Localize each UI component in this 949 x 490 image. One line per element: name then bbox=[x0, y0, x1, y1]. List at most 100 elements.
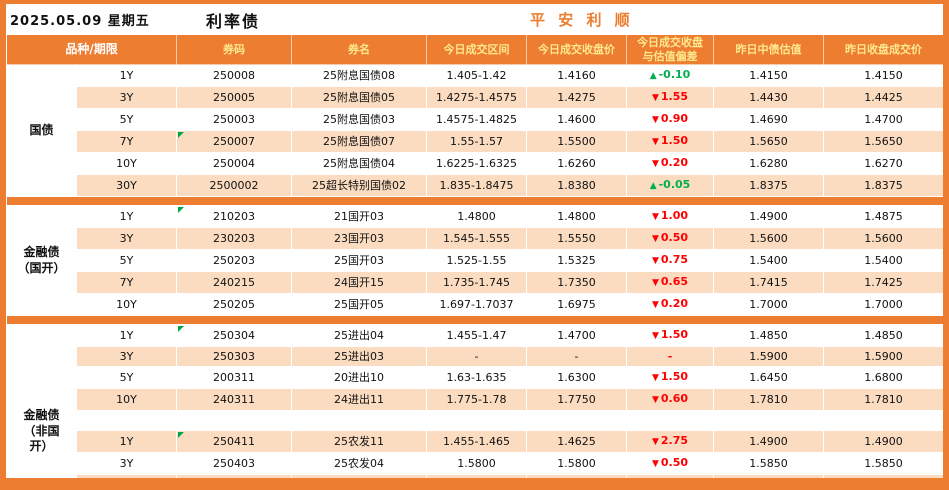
prev-valuation-cell: 1.6280 bbox=[713, 152, 825, 175]
prev-valuation-cell: 1.8375 bbox=[713, 174, 825, 197]
bond-code-cell: 2500002 bbox=[176, 174, 293, 197]
deviation-cell: - bbox=[626, 346, 715, 367]
deviation-cell: ▼ 1.50 bbox=[626, 130, 715, 153]
today-range-cell: 1.4275-1.4575 bbox=[426, 86, 528, 109]
term-cell: 5Y bbox=[75, 474, 178, 478]
section-label: 国债 bbox=[6, 64, 77, 197]
deviation-value: 1.50 bbox=[660, 370, 689, 383]
today-range-cell: 1.63-1.635 bbox=[426, 366, 528, 389]
section-separator bbox=[6, 315, 943, 325]
cell-flag-icon bbox=[178, 207, 185, 213]
header-prev-close: 昨日收盘成交价 bbox=[823, 34, 943, 65]
bond-code-cell: 250304 bbox=[176, 324, 293, 347]
today-range-cell: 1.4800 bbox=[426, 205, 528, 228]
today-range-cell: 1.775-1.78 bbox=[426, 388, 528, 411]
bond-name-cell: 25超长特别国债02 bbox=[291, 174, 428, 197]
page-title: 利率债 bbox=[206, 12, 261, 31]
bond-code-cell: 210203 bbox=[176, 205, 293, 228]
today-range-cell: 1.5800 bbox=[426, 452, 528, 475]
term-cell: 10Y bbox=[75, 388, 178, 411]
table-row: 国债 1Y 250008 25附息国债08 1.405-1.42 1.4160 ▲ -0.10… bbox=[6, 64, 943, 197]
term-cell: 7Y bbox=[75, 271, 178, 294]
term-cell: 7Y bbox=[75, 130, 178, 153]
prev-close-cell: 1.4850 bbox=[823, 324, 943, 347]
prev-valuation-cell: 1.4150 bbox=[713, 64, 825, 87]
down-triangle-icon: ▼ bbox=[651, 395, 659, 405]
prev-valuation-cell: 1.5400 bbox=[713, 249, 825, 272]
today-close-cell: 1.7750 bbox=[526, 388, 628, 411]
today-close-cell: 1.4700 bbox=[526, 324, 628, 347]
bond-name-cell: 25进出04 bbox=[291, 324, 428, 347]
prev-valuation-cell: 1.6230 bbox=[713, 474, 825, 478]
today-close-cell: 1.8380 bbox=[526, 174, 628, 197]
deviation-cell: ▲ -0.10 bbox=[626, 64, 715, 87]
term-cell: 1Y bbox=[75, 324, 178, 347]
bond-code-cell: 250205 bbox=[176, 293, 293, 316]
term-cell: 10Y bbox=[75, 152, 178, 175]
table-row: 7Y 240215 24国开15 1.735-1.745 1.7350 ▼ 0.65 1.74… bbox=[7, 271, 943, 294]
table-row: 7Y 250007 25附息国债07 1.55-1.57 1.5500 ▼ 1.50 1.56… bbox=[7, 130, 943, 153]
bond-name-cell: 25农发05 bbox=[291, 474, 428, 478]
today-range-cell: 1.455-1.465 bbox=[426, 430, 528, 453]
section-separator bbox=[6, 196, 943, 206]
prev-valuation-cell: 1.4900 bbox=[713, 430, 825, 453]
bond-code-cell: 250303 bbox=[176, 346, 293, 367]
today-range-cell: 1.405-1.42 bbox=[426, 64, 528, 87]
deviation-value: -0.05 bbox=[658, 178, 691, 191]
bond-name-cell: 25国开03 bbox=[291, 249, 428, 272]
today-range-cell: 1.55-1.57 bbox=[426, 130, 528, 153]
prev-valuation-cell: 1.5850 bbox=[713, 452, 825, 475]
today-close-cell: 1.7350 bbox=[526, 271, 628, 294]
prev-close-cell: 1.7425 bbox=[823, 271, 943, 294]
bond-name-cell: 20进出10 bbox=[291, 366, 428, 389]
bond-name-cell: 25附息国债07 bbox=[291, 130, 428, 153]
deviation-cell: ▼ 0.20 bbox=[626, 293, 715, 316]
deviation-cell: ▼ 0.90 bbox=[626, 108, 715, 131]
today-close-cell: 1.5800 bbox=[526, 452, 628, 475]
bond-code-cell: 250004 bbox=[176, 152, 293, 175]
prev-valuation-cell: 1.5900 bbox=[713, 346, 825, 367]
term-cell: 3Y bbox=[75, 452, 178, 475]
deviation-value: 0.20 bbox=[660, 297, 689, 310]
prev-close-cell: 1.5900 bbox=[823, 346, 943, 367]
deviation-value: 0.50 bbox=[660, 456, 689, 469]
deviation-value: 0.50 bbox=[660, 231, 689, 244]
deviation-cell: ▼1.79 bbox=[626, 474, 715, 478]
prev-valuation-cell: 1.4430 bbox=[713, 86, 825, 109]
term-cell: 5Y bbox=[75, 108, 178, 131]
header-bond-name: 券名 bbox=[291, 34, 428, 65]
table-row: 5Y 250203 25国开03 1.525-1.55 1.5325 ▼ 0.75 1.540… bbox=[7, 249, 943, 272]
prev-close-cell: 1.4150 bbox=[823, 64, 943, 87]
deviation-cell: ▼ 0.65 bbox=[626, 271, 715, 294]
bond-name-cell: 25附息国债03 bbox=[291, 108, 428, 131]
today-range-cell: 1.4575-1.4825 bbox=[426, 108, 528, 131]
deviation-cell: ▼ 1.00 bbox=[626, 205, 715, 228]
bond-name-cell: 25附息国债04 bbox=[291, 152, 428, 175]
table-row: 金融债 （非国 开） 1Y 250304 25进出04 1.455-1.47 1.4700… bbox=[6, 324, 943, 478]
prev-valuation-cell: 1.4900 bbox=[713, 205, 825, 228]
bond-code-cell: 200311 bbox=[176, 366, 293, 389]
bond-name-cell: 25国开05 bbox=[291, 293, 428, 316]
bond-name-cell: 25农发04 bbox=[291, 452, 428, 475]
table-row: 30Y 2500002 25超长特别国债02 1.835-1.8475 1.8380 ▲ -… bbox=[7, 174, 943, 197]
today-range-cell: 1.735-1.745 bbox=[426, 271, 528, 294]
today-close-cell bbox=[526, 410, 628, 431]
table-row: 5Y 250003 25附息国债03 1.4575-1.4825 1.4600 ▼ 0.90… bbox=[7, 108, 943, 131]
term-cell: 3Y bbox=[75, 86, 178, 109]
term-cell: 5Y bbox=[75, 366, 178, 389]
deviation-value: -0.10 bbox=[658, 68, 691, 81]
prev-valuation-cell: 1.5600 bbox=[713, 227, 825, 250]
today-close-cell: 1.4800 bbox=[526, 205, 628, 228]
deviation-value: 0.75 bbox=[660, 253, 689, 266]
today-close-cell: - bbox=[526, 346, 628, 367]
bond-code-cell: 250005 bbox=[176, 86, 293, 109]
term-cell: 1Y bbox=[75, 64, 178, 87]
today-close-cell: 1.6260 bbox=[526, 152, 628, 175]
rates-table: 品种/期限 券码 券名 今日成交区间 今日成交收盘价 今日成交收盘 与估值偏差 … bbox=[6, 34, 943, 478]
down-triangle-icon: ▼ bbox=[651, 300, 659, 310]
bond-code-cell: 250405 bbox=[176, 474, 293, 478]
cell-flag-icon bbox=[178, 132, 185, 138]
bond-code-cell: 250008 bbox=[176, 64, 293, 87]
down-triangle-icon: ▼ bbox=[651, 437, 659, 447]
bond-code-cell: 250003 bbox=[176, 108, 293, 131]
